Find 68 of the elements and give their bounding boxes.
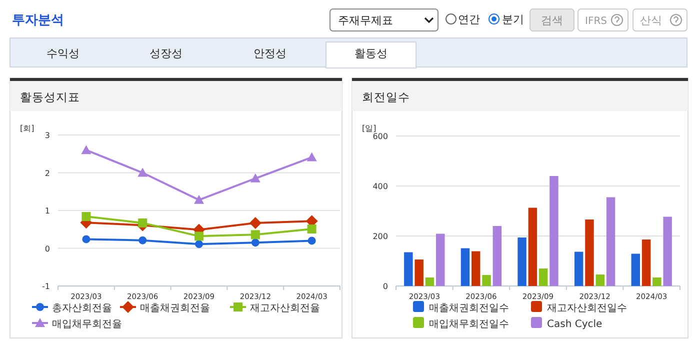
text: 안정성 (254, 47, 286, 60)
y-tick-label: -1 (42, 282, 50, 291)
bar (631, 254, 640, 286)
y-tick-label: 200 (372, 232, 388, 241)
bar (460, 248, 470, 286)
text: 성장성 (150, 47, 182, 60)
legend-label: 매입채무회전율 (52, 319, 122, 330)
y-axis-title: [일] (362, 124, 376, 133)
point (82, 212, 91, 222)
text: 산식 (640, 14, 662, 27)
bar (585, 220, 594, 286)
bar (518, 238, 526, 286)
legend-label: 재고자산회전율 (250, 303, 320, 314)
y-tick-label: 0 (382, 282, 388, 291)
point (82, 235, 90, 244)
bar (550, 176, 558, 286)
legend-label: 매출채권회전율 (140, 303, 210, 314)
bar (538, 268, 548, 286)
y-tick-label: 400 (372, 182, 388, 191)
point (194, 232, 204, 241)
text: 투자분석 (12, 13, 64, 28)
point (307, 224, 316, 234)
y-tick-label: 1 (44, 206, 50, 216)
text: 주재무제표 (338, 14, 393, 27)
point (251, 238, 260, 247)
bar (472, 251, 480, 286)
legend-label: 매입채무회전일수 (429, 319, 509, 330)
bar (663, 216, 672, 286)
legend-label: 매출채권회전일수 (429, 303, 509, 314)
point (250, 173, 260, 182)
point (249, 216, 262, 229)
y-tick-label: 600 (372, 132, 388, 141)
point (308, 236, 316, 245)
bar (436, 234, 445, 286)
bar (425, 278, 434, 286)
point (306, 152, 317, 162)
legend-label: 재고자산회전일수 (547, 303, 627, 314)
point (138, 218, 148, 228)
chart-title: 활동성지표 (20, 90, 80, 104)
point (194, 194, 204, 204)
point (138, 168, 148, 177)
bar (606, 197, 616, 286)
legend-label: 총자산회전율 (52, 303, 112, 314)
chart-title: 회전일수 (362, 90, 410, 104)
bar (414, 260, 424, 286)
point (250, 230, 260, 240)
text: 검색 (541, 14, 563, 27)
bar (528, 208, 538, 286)
bar (574, 252, 584, 286)
text: 연간 (458, 13, 480, 26)
text: 분기 (502, 13, 524, 26)
bar (404, 252, 413, 286)
point (195, 240, 203, 248)
y-axis-title: [회] (20, 124, 34, 133)
y-tick-label: 2 (44, 168, 50, 178)
text: 활동성 (354, 47, 388, 60)
text: 수익성 (46, 47, 80, 60)
y-tick-label: 3 (44, 131, 50, 140)
legend-label: Cash Cycle (547, 319, 602, 330)
point (81, 145, 92, 154)
bar (642, 240, 651, 286)
bar (596, 274, 604, 286)
y-tick-label: 0 (44, 244, 50, 254)
text: IFRS (585, 16, 607, 27)
bar (482, 275, 491, 286)
bar (652, 278, 662, 286)
point (138, 236, 147, 244)
bar (492, 226, 502, 286)
